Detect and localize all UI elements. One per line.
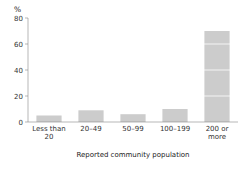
y-tick (25, 44, 28, 45)
x-tick-label: Less than20 (32, 125, 66, 141)
y-tick (25, 18, 28, 19)
y-tick (25, 122, 28, 123)
grid-line (28, 44, 238, 45)
x-tick-label: 50–99 (122, 125, 143, 133)
bar (78, 110, 103, 122)
x-axis-label: Reported community population (76, 151, 189, 159)
y-tick-label: 80 (14, 15, 23, 23)
x-tick-label-line: 50–99 (122, 125, 143, 133)
grid (28, 18, 238, 96)
chart-container: 020406080Less than2020–4950–99100–199200… (0, 0, 246, 170)
bar (162, 109, 187, 122)
x-axis: Less than20 20–49 50–99 100–199 200 ormore (32, 125, 228, 141)
bar (120, 114, 145, 122)
chart-svg: 020406080Less than2020–4950–99100–199200… (0, 0, 246, 170)
x-tick-label-line: 20 (45, 133, 54, 141)
y-tick (25, 96, 28, 97)
x-axis-line (28, 122, 238, 123)
y-tick-label: 20 (14, 93, 23, 101)
y-axis: 0 20 40 60 80 (14, 15, 28, 127)
y-tick-label: 60 (14, 41, 23, 49)
x-tick-label: 20–49 (80, 125, 101, 133)
x-tick-label: 200 ormore (206, 125, 229, 141)
bar (204, 31, 229, 122)
grid-line (28, 70, 238, 71)
y-tick (25, 70, 28, 71)
grid-line (28, 96, 238, 97)
y-axis-line (28, 18, 29, 122)
grid-line (28, 18, 238, 19)
y-tick-label: 0 (19, 119, 23, 127)
x-tick-label-line: more (208, 133, 226, 141)
y-axis-label: % (14, 5, 21, 14)
x-tick-label-line: Less than (32, 125, 66, 133)
x-tick-label: 100–199 (160, 125, 190, 133)
y-tick-label: 40 (14, 67, 23, 75)
bars (36, 31, 229, 122)
x-tick-label-line: 200 or (206, 125, 229, 133)
bar (36, 116, 61, 123)
x-tick-label-line: 20–49 (80, 125, 101, 133)
x-tick-label-line: 100–199 (160, 125, 190, 133)
